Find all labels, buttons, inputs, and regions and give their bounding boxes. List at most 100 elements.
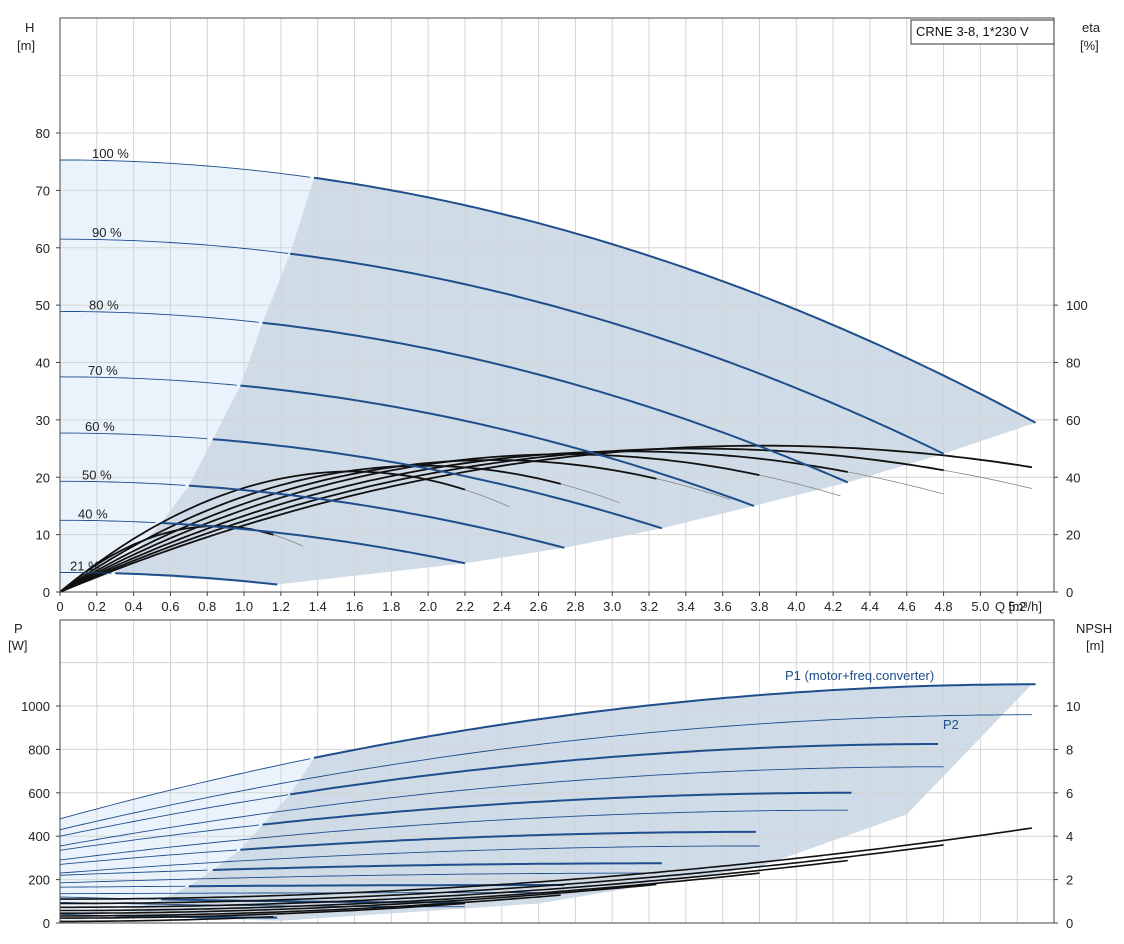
p1-series-label: P1 (motor+freq.converter) (785, 668, 934, 683)
h-tick-label: 40 (36, 356, 50, 371)
p-axis-unit: [W] (8, 638, 28, 653)
head-curve-lowflow (59, 376, 237, 386)
q-tick-label: 2.0 (419, 599, 437, 614)
head-curve (188, 484, 565, 549)
npsh-tick-label: 2 (1066, 873, 1073, 888)
q-tick-label: 4.8 (935, 599, 953, 614)
p1-curve-lowflow (59, 794, 289, 837)
q-tick-label: 1.2 (272, 599, 290, 614)
p2-curve (59, 872, 657, 884)
p-tick-label: 200 (28, 873, 50, 888)
npsh-tick-label: 6 (1066, 786, 1073, 801)
speed-label: 50 % (82, 467, 112, 482)
head-curve (289, 252, 945, 455)
p2-curve (59, 714, 1032, 831)
head-curve (161, 522, 466, 565)
npsh-curve (60, 827, 1033, 900)
efficiency-curve (59, 450, 848, 593)
q-tick-label: 3.0 (603, 599, 621, 614)
q-tick-label: 0.2 (88, 599, 106, 614)
q-tick-label: 2.2 (456, 599, 474, 614)
h-tick-label: 50 (36, 298, 50, 313)
p1-curve-lowflow (59, 869, 208, 876)
npsh-tick-label: 0 (1066, 916, 1073, 931)
p1-curve (289, 743, 938, 796)
h-tick-label: 60 (36, 241, 50, 256)
speed-label: 60 % (85, 419, 115, 434)
p2-curve (59, 766, 944, 847)
q-tick-label: 1.0 (235, 599, 253, 614)
head-curve-lowflow (60, 159, 311, 178)
eta-tick-label: 0 (1066, 585, 1073, 600)
npsh-tick-label: 10 (1066, 699, 1080, 714)
eta-tick-label: 20 (1066, 528, 1080, 543)
head-curve (212, 438, 663, 530)
head-curve (115, 572, 278, 586)
q-tick-label: 1.8 (382, 599, 400, 614)
eta-tick-label: 60 (1066, 413, 1080, 428)
q-axis-label: Q [m³/h] (995, 599, 1042, 614)
p2-curve (59, 809, 848, 861)
q-tick-label: 0.6 (161, 599, 179, 614)
npsh-curve (60, 915, 274, 923)
efficiency-curve (59, 444, 1033, 593)
power-operating-region (115, 684, 1032, 921)
power-low-flow-region (60, 757, 314, 923)
q-tick-label: 1.4 (309, 599, 327, 614)
npsh-tick-label: 4 (1066, 829, 1073, 844)
p1-curve (313, 683, 1036, 759)
q-tick-label: 3.6 (714, 599, 732, 614)
p1-curve-lowflow (59, 849, 237, 865)
q-tick-label: 3.4 (677, 599, 695, 614)
q-tick-label: 3.2 (640, 599, 658, 614)
p2-curve (59, 845, 760, 874)
efficiency-curve (59, 525, 274, 593)
npsh-axis-unit: [m] (1086, 638, 1104, 653)
npsh-curve (60, 894, 561, 917)
head-curve (240, 384, 755, 507)
efficiency-curve (59, 470, 466, 593)
p1-curve-lowflow (59, 758, 311, 820)
q-tick-label: 0.4 (125, 599, 143, 614)
npsh-axis-label: NPSH (1076, 621, 1112, 636)
head-curve (313, 176, 1037, 424)
head-curve-lowflow (59, 238, 289, 254)
p-tick-label: 1000 (21, 699, 50, 714)
speed-label: 40 % (78, 506, 108, 521)
speed-label: 21 % (70, 558, 100, 573)
p1-curve-lowflow (59, 824, 259, 851)
speed-label: 70 % (88, 363, 118, 378)
q-tick-label: 3.8 (750, 599, 768, 614)
head-curve-lowflow (60, 572, 112, 574)
q-tick-label: 2.6 (530, 599, 548, 614)
npsh-curve (60, 902, 466, 919)
p1-curve-lowflow (59, 885, 186, 888)
p1-curve (188, 884, 565, 888)
efficiency-curve (59, 447, 944, 593)
p-tick-label: 0 (43, 916, 50, 931)
speed-label: 100 % (92, 146, 129, 161)
q-tick-label: 4.4 (861, 599, 879, 614)
npsh-curve (60, 883, 657, 914)
p-tick-label: 800 (28, 742, 50, 757)
h-tick-label: 80 (36, 126, 50, 141)
p1-curve (262, 791, 852, 826)
head-curve-lowflow (60, 432, 208, 440)
chart-title-box: CRNE 3-8, 1*230 V (910, 19, 1055, 45)
head-low-flow-region (60, 160, 314, 592)
eta-tick-label: 80 (1066, 356, 1080, 371)
h-axis-unit: [m] (17, 38, 35, 53)
head-panel: 0 0.2 0.4 0.6 0.8 1.0 1.2 1.4 1.6 1.8 2.0 2.2 2.4 2.6… (17, 17, 1101, 614)
eta-axis-unit: [%] (1080, 38, 1099, 53)
chart-title: CRNE 3-8, 1*230 V (916, 24, 1029, 39)
q-tick-label: 5.2 (1008, 599, 1026, 614)
p1-curve (212, 862, 662, 871)
eta-axis-label: eta (1082, 20, 1101, 35)
head-curve-lowflow (60, 519, 156, 524)
efficiency-curve (59, 459, 657, 593)
h-tick-label: 10 (36, 528, 50, 543)
head-curve (262, 321, 849, 484)
q-tick-label: 1.6 (345, 599, 363, 614)
p2-curve (60, 892, 561, 895)
